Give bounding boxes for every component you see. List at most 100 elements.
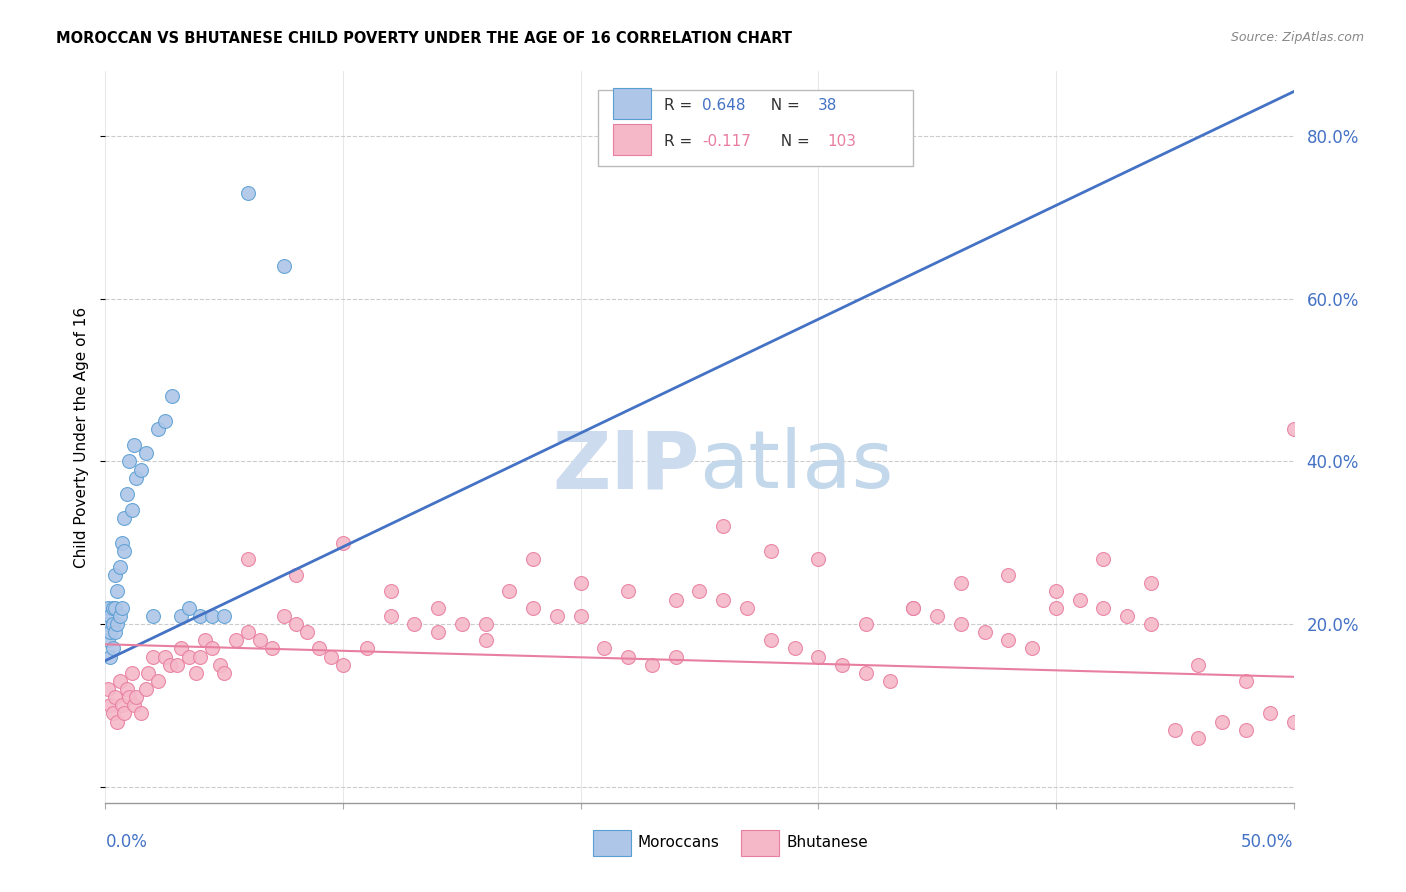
- Point: [184, 665, 207, 680]
- Point: [1234, 673, 1257, 688]
- Point: [105, 584, 128, 599]
- Point: [1021, 641, 1043, 656]
- Point: [735, 600, 758, 615]
- Point: [665, 649, 688, 664]
- Point: [997, 633, 1019, 648]
- Point: [194, 633, 217, 648]
- Text: Bhutanese: Bhutanese: [786, 835, 868, 850]
- Point: [214, 665, 236, 680]
- Point: [807, 552, 830, 566]
- Point: [783, 641, 806, 656]
- Point: [105, 617, 128, 632]
- Text: atlas: atlas: [700, 427, 894, 506]
- Point: [807, 649, 830, 664]
- Point: [153, 414, 176, 428]
- Point: [617, 584, 640, 599]
- Text: R =: R =: [664, 134, 697, 149]
- Point: [101, 706, 124, 721]
- Text: Source: ZipAtlas.com: Source: ZipAtlas.com: [1230, 31, 1364, 45]
- Point: [108, 608, 131, 623]
- Point: [97, 600, 120, 615]
- Point: [427, 625, 450, 640]
- Point: [114, 706, 136, 721]
- Point: [522, 600, 544, 615]
- Point: [711, 519, 734, 533]
- Point: [108, 673, 131, 688]
- Point: [115, 487, 138, 501]
- Point: [104, 568, 127, 582]
- FancyBboxPatch shape: [741, 830, 779, 856]
- Point: [1140, 617, 1163, 632]
- Point: [125, 471, 148, 485]
- Point: [689, 584, 711, 599]
- Point: [177, 649, 200, 664]
- Point: [474, 633, 496, 648]
- Point: [146, 673, 169, 688]
- Point: [1092, 552, 1115, 566]
- Text: 103: 103: [828, 134, 856, 149]
- Point: [190, 649, 212, 664]
- Point: [332, 535, 354, 549]
- Point: [759, 544, 782, 558]
- Point: [1164, 723, 1187, 737]
- Text: ZIP: ZIP: [553, 427, 700, 506]
- Point: [1282, 714, 1305, 729]
- Point: [121, 503, 143, 517]
- Point: [1116, 608, 1139, 623]
- Point: [380, 584, 402, 599]
- Point: [129, 706, 152, 721]
- Point: [159, 657, 181, 672]
- Point: [236, 625, 259, 640]
- Point: [142, 649, 165, 664]
- Point: [108, 560, 131, 574]
- Point: [308, 641, 330, 656]
- Point: [121, 665, 143, 680]
- Text: 50.0%: 50.0%: [1241, 833, 1294, 851]
- Point: [332, 657, 354, 672]
- Text: N =: N =: [761, 97, 804, 112]
- Point: [98, 625, 121, 640]
- Point: [569, 608, 592, 623]
- Point: [98, 649, 121, 664]
- Point: [356, 641, 378, 656]
- Point: [201, 608, 224, 623]
- Point: [111, 600, 134, 615]
- Point: [101, 617, 124, 632]
- Text: 0.648: 0.648: [702, 97, 745, 112]
- Point: [97, 681, 120, 696]
- Text: 0.0%: 0.0%: [105, 833, 148, 851]
- Point: [404, 617, 426, 632]
- Point: [111, 535, 134, 549]
- Point: [284, 617, 307, 632]
- FancyBboxPatch shape: [592, 830, 630, 856]
- Point: [153, 649, 176, 664]
- Point: [104, 600, 127, 615]
- Point: [260, 641, 283, 656]
- Y-axis label: Child Poverty Under the Age of 16: Child Poverty Under the Age of 16: [75, 307, 90, 567]
- Point: [1282, 422, 1305, 436]
- Point: [208, 657, 231, 672]
- Point: [569, 576, 592, 591]
- Text: MOROCCAN VS BHUTANESE CHILD POVERTY UNDER THE AGE OF 16 CORRELATION CHART: MOROCCAN VS BHUTANESE CHILD POVERTY UNDE…: [56, 31, 792, 46]
- Point: [973, 625, 995, 640]
- Point: [498, 584, 520, 599]
- Point: [641, 657, 664, 672]
- Point: [214, 608, 236, 623]
- Point: [273, 260, 295, 274]
- Point: [98, 608, 121, 623]
- Point: [450, 617, 472, 632]
- Point: [903, 600, 925, 615]
- Point: [249, 633, 271, 648]
- Point: [97, 617, 120, 632]
- Point: [1187, 731, 1209, 745]
- Point: [925, 608, 948, 623]
- Point: [115, 681, 138, 696]
- Point: [135, 681, 157, 696]
- Point: [170, 641, 193, 656]
- Point: [105, 714, 128, 729]
- Point: [104, 690, 127, 705]
- Point: [118, 690, 141, 705]
- Point: [101, 600, 124, 615]
- Point: [177, 600, 200, 615]
- Point: [1045, 584, 1067, 599]
